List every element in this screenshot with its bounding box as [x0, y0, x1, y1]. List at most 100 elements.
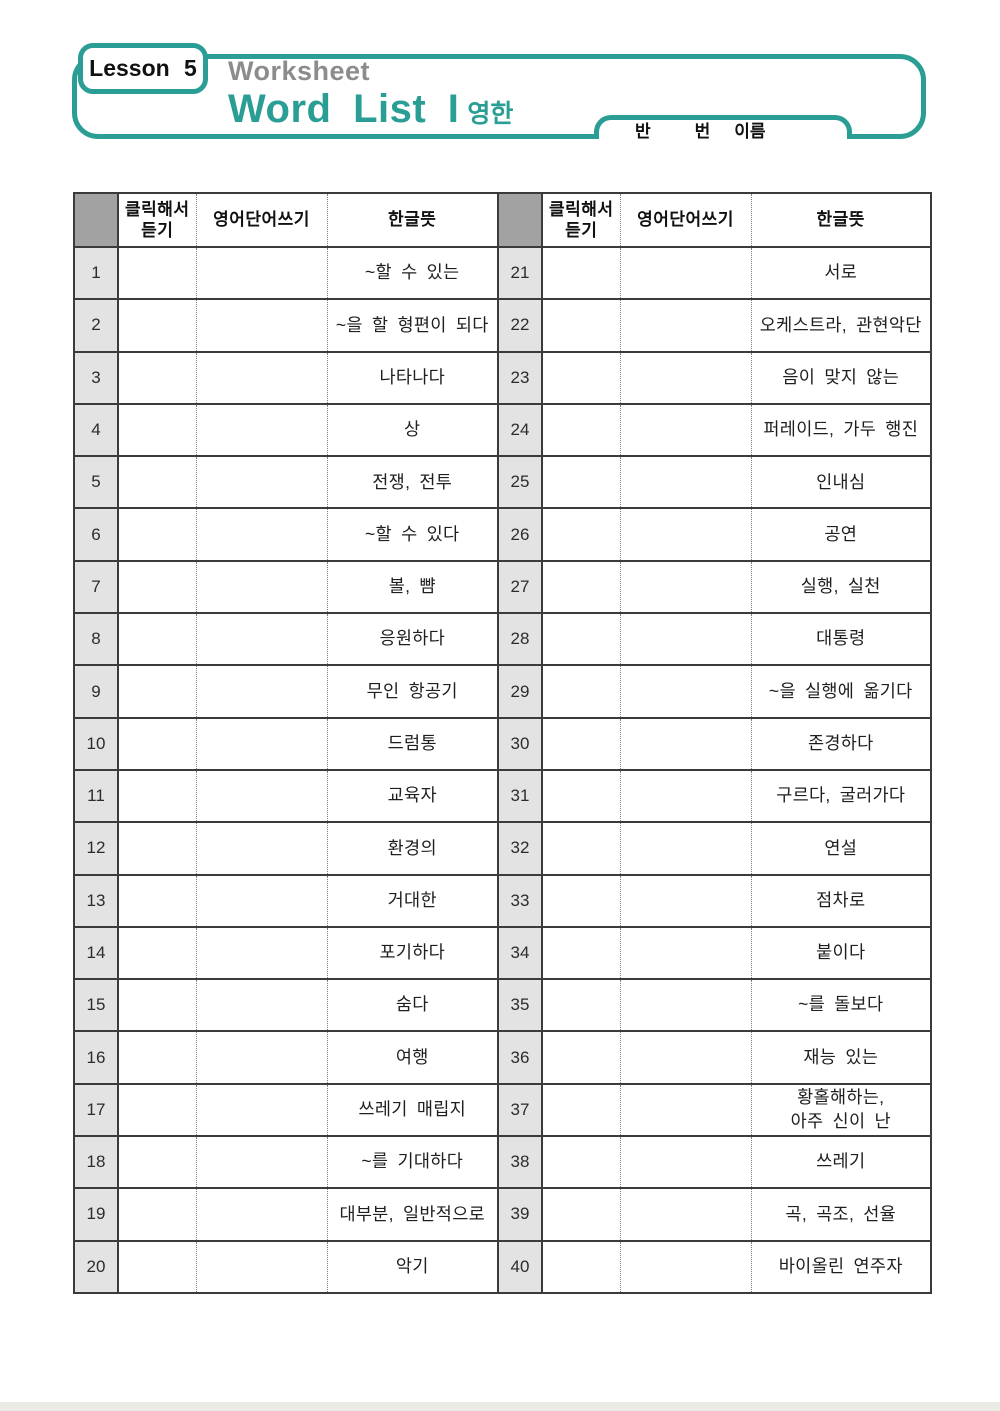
word-row: 6 ~할 수 있다	[74, 507, 498, 562]
english-write-cell[interactable]	[620, 768, 752, 824]
english-write-cell[interactable]	[196, 873, 328, 928]
english-write-cell[interactable]	[620, 873, 752, 928]
english-write-cell[interactable]	[196, 455, 328, 510]
meaning-cell: 구르다, 굴러가다	[751, 768, 931, 824]
word-row: 26 공연	[498, 507, 931, 562]
english-write-cell[interactable]	[196, 402, 328, 458]
english-write-cell[interactable]	[620, 402, 752, 458]
word-row: 18 ~를 기대하다	[74, 1135, 498, 1190]
listen-cell[interactable]	[118, 1135, 197, 1190]
english-write-cell[interactable]	[620, 1135, 752, 1190]
listen-cell[interactable]	[118, 978, 197, 1033]
english-write-cell[interactable]	[196, 612, 328, 667]
english-write-cell[interactable]	[196, 245, 328, 301]
english-write-cell[interactable]	[620, 455, 752, 510]
listen-cell[interactable]	[118, 507, 197, 562]
english-write-cell[interactable]	[196, 507, 328, 562]
listen-cell[interactable]	[118, 559, 197, 615]
english-write-cell[interactable]	[196, 716, 328, 771]
english-write-cell[interactable]	[196, 1030, 328, 1085]
english-write-cell[interactable]	[620, 821, 752, 876]
english-write-cell[interactable]	[620, 298, 752, 353]
meaning-cell: 재능 있는	[751, 1030, 931, 1085]
english-write-cell[interactable]	[620, 559, 752, 615]
listen-cell[interactable]	[542, 402, 621, 458]
listen-cell[interactable]	[542, 298, 621, 353]
listen-cell[interactable]	[118, 245, 197, 301]
listen-cell[interactable]	[118, 768, 197, 824]
listen-cell[interactable]	[118, 402, 197, 458]
listen-cell[interactable]	[542, 821, 621, 876]
english-write-cell[interactable]	[620, 978, 752, 1033]
english-write-cell[interactable]	[620, 507, 752, 562]
english-write-cell[interactable]	[620, 1239, 752, 1294]
meaning-cell: 오케스트라, 관현악단	[751, 298, 931, 353]
english-write-cell[interactable]	[196, 664, 328, 719]
english-write-cell[interactable]	[196, 925, 328, 981]
word-row: 17 쓰레기 매립지	[74, 1082, 498, 1138]
listen-cell[interactable]	[118, 1030, 197, 1085]
english-write-cell[interactable]	[196, 1135, 328, 1190]
listen-cell[interactable]	[542, 925, 621, 981]
listen-cell[interactable]	[118, 455, 197, 510]
english-write-cell[interactable]	[196, 1239, 328, 1294]
listen-cell[interactable]	[542, 873, 621, 928]
listen-cell[interactable]	[542, 1030, 621, 1085]
meaning-cell: 포기하다	[327, 925, 498, 981]
row-number-cell: 10	[74, 716, 119, 771]
english-write-cell[interactable]	[620, 612, 752, 667]
listen-cell[interactable]	[118, 873, 197, 928]
listen-cell[interactable]	[118, 350, 197, 405]
meaning-cell: 붙이다	[751, 925, 931, 981]
listen-cell[interactable]	[118, 1239, 197, 1294]
listen-cell[interactable]	[542, 1082, 621, 1138]
meaning-cell: 인내심	[751, 455, 931, 510]
english-write-cell[interactable]	[196, 1082, 328, 1138]
listen-cell[interactable]	[542, 664, 621, 719]
english-write-cell[interactable]	[620, 925, 752, 981]
listen-cell[interactable]	[118, 716, 197, 771]
word-row: 8 응원하다	[74, 612, 498, 667]
listen-cell[interactable]	[542, 768, 621, 824]
english-write-cell[interactable]	[620, 1187, 752, 1242]
listen-cell[interactable]	[542, 245, 621, 301]
english-write-cell[interactable]	[196, 978, 328, 1033]
listen-cell[interactable]	[542, 1135, 621, 1190]
listen-cell[interactable]	[118, 664, 197, 719]
english-write-cell[interactable]	[620, 350, 752, 405]
listen-cell[interactable]	[118, 298, 197, 353]
listen-cell[interactable]	[542, 716, 621, 771]
english-write-cell[interactable]	[196, 768, 328, 824]
word-row: 21 서로	[498, 245, 931, 301]
meaning-cell: 숨다	[327, 978, 498, 1033]
english-write-cell[interactable]	[196, 298, 328, 353]
listen-cell[interactable]	[118, 1082, 197, 1138]
listen-cell[interactable]	[118, 1187, 197, 1242]
english-write-cell[interactable]	[196, 821, 328, 876]
english-column-header: 영어단어쓰기	[620, 192, 752, 248]
english-write-cell[interactable]	[196, 1187, 328, 1242]
english-write-cell[interactable]	[620, 1082, 752, 1138]
listen-cell[interactable]	[542, 559, 621, 615]
english-write-cell[interactable]	[620, 716, 752, 771]
word-row: 37 황홀해하는, 아주 신이 난	[498, 1082, 931, 1138]
listen-cell[interactable]	[118, 612, 197, 667]
listen-cell[interactable]	[542, 978, 621, 1033]
english-write-cell[interactable]	[620, 664, 752, 719]
name-field-label: 이름	[734, 122, 766, 141]
word-row: 25 인내심	[498, 455, 931, 510]
listen-cell[interactable]	[542, 507, 621, 562]
meaning-cell: 황홀해하는, 아주 신이 난	[751, 1082, 931, 1138]
listen-cell[interactable]	[542, 612, 621, 667]
listen-cell[interactable]	[118, 821, 197, 876]
english-write-cell[interactable]	[620, 1030, 752, 1085]
number-field-label: 번	[694, 122, 711, 141]
listen-cell[interactable]	[118, 925, 197, 981]
english-write-cell[interactable]	[196, 350, 328, 405]
listen-cell[interactable]	[542, 350, 621, 405]
listen-cell[interactable]	[542, 1187, 621, 1242]
listen-cell[interactable]	[542, 1239, 621, 1294]
listen-cell[interactable]	[542, 455, 621, 510]
english-write-cell[interactable]	[620, 245, 752, 301]
english-write-cell[interactable]	[196, 559, 328, 615]
